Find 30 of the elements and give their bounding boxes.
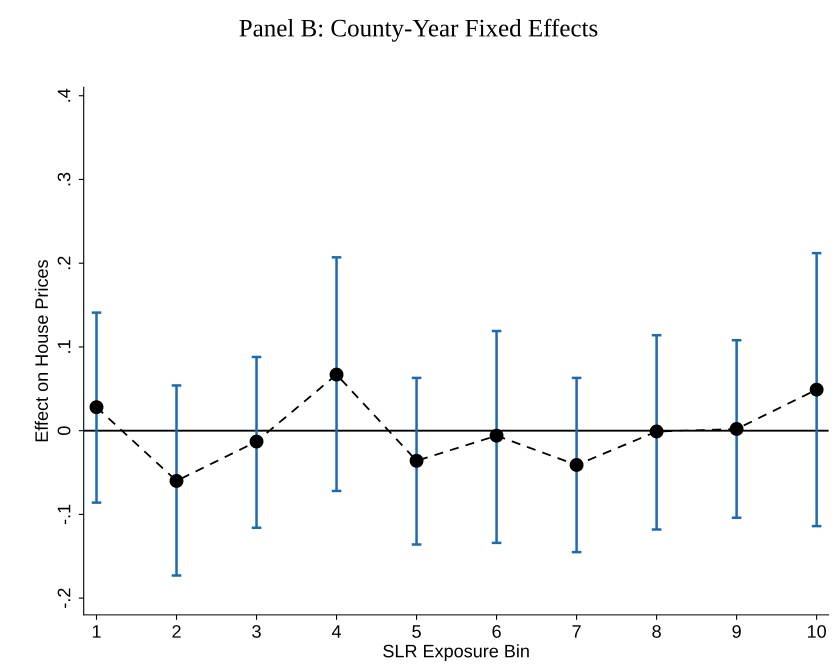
y-tick-label: .4: [58, 88, 70, 102]
point: [250, 434, 264, 448]
point: [730, 422, 744, 436]
point: [490, 428, 504, 443]
point: [170, 474, 184, 488]
point: [570, 458, 584, 472]
x-tick-label: 7: [572, 625, 581, 638]
x-tick-label: 9: [732, 625, 741, 638]
x-axis-title: SLR Exposure Bin: [383, 644, 529, 662]
point: [410, 454, 424, 468]
point: [810, 382, 824, 397]
x-tick-label: 1: [92, 625, 101, 638]
y-axis-title: Effect on House Prices: [34, 260, 48, 442]
x-tick-label: 4: [332, 625, 342, 638]
y-tick-label: .1: [58, 340, 70, 353]
point: [330, 368, 344, 382]
y-tick-label: .3: [58, 172, 70, 186]
chart-title: Panel B: County-Year Fixed Effects: [239, 18, 598, 42]
point: [90, 400, 104, 414]
x-tick-label: 3: [252, 625, 261, 638]
y-tick-label: -.1: [58, 504, 70, 524]
x-tick-label: 8: [652, 625, 661, 638]
point: [650, 424, 664, 438]
x-tick-label: 10: [808, 625, 826, 638]
y-tick-label: .2: [58, 256, 70, 270]
x-tick-label: 5: [412, 625, 421, 638]
y-tick-label: 0: [58, 426, 70, 435]
y-tick-label: -.2: [58, 588, 70, 608]
x-tick-label: 6: [492, 625, 501, 638]
x-tick-label: 2: [172, 625, 181, 638]
